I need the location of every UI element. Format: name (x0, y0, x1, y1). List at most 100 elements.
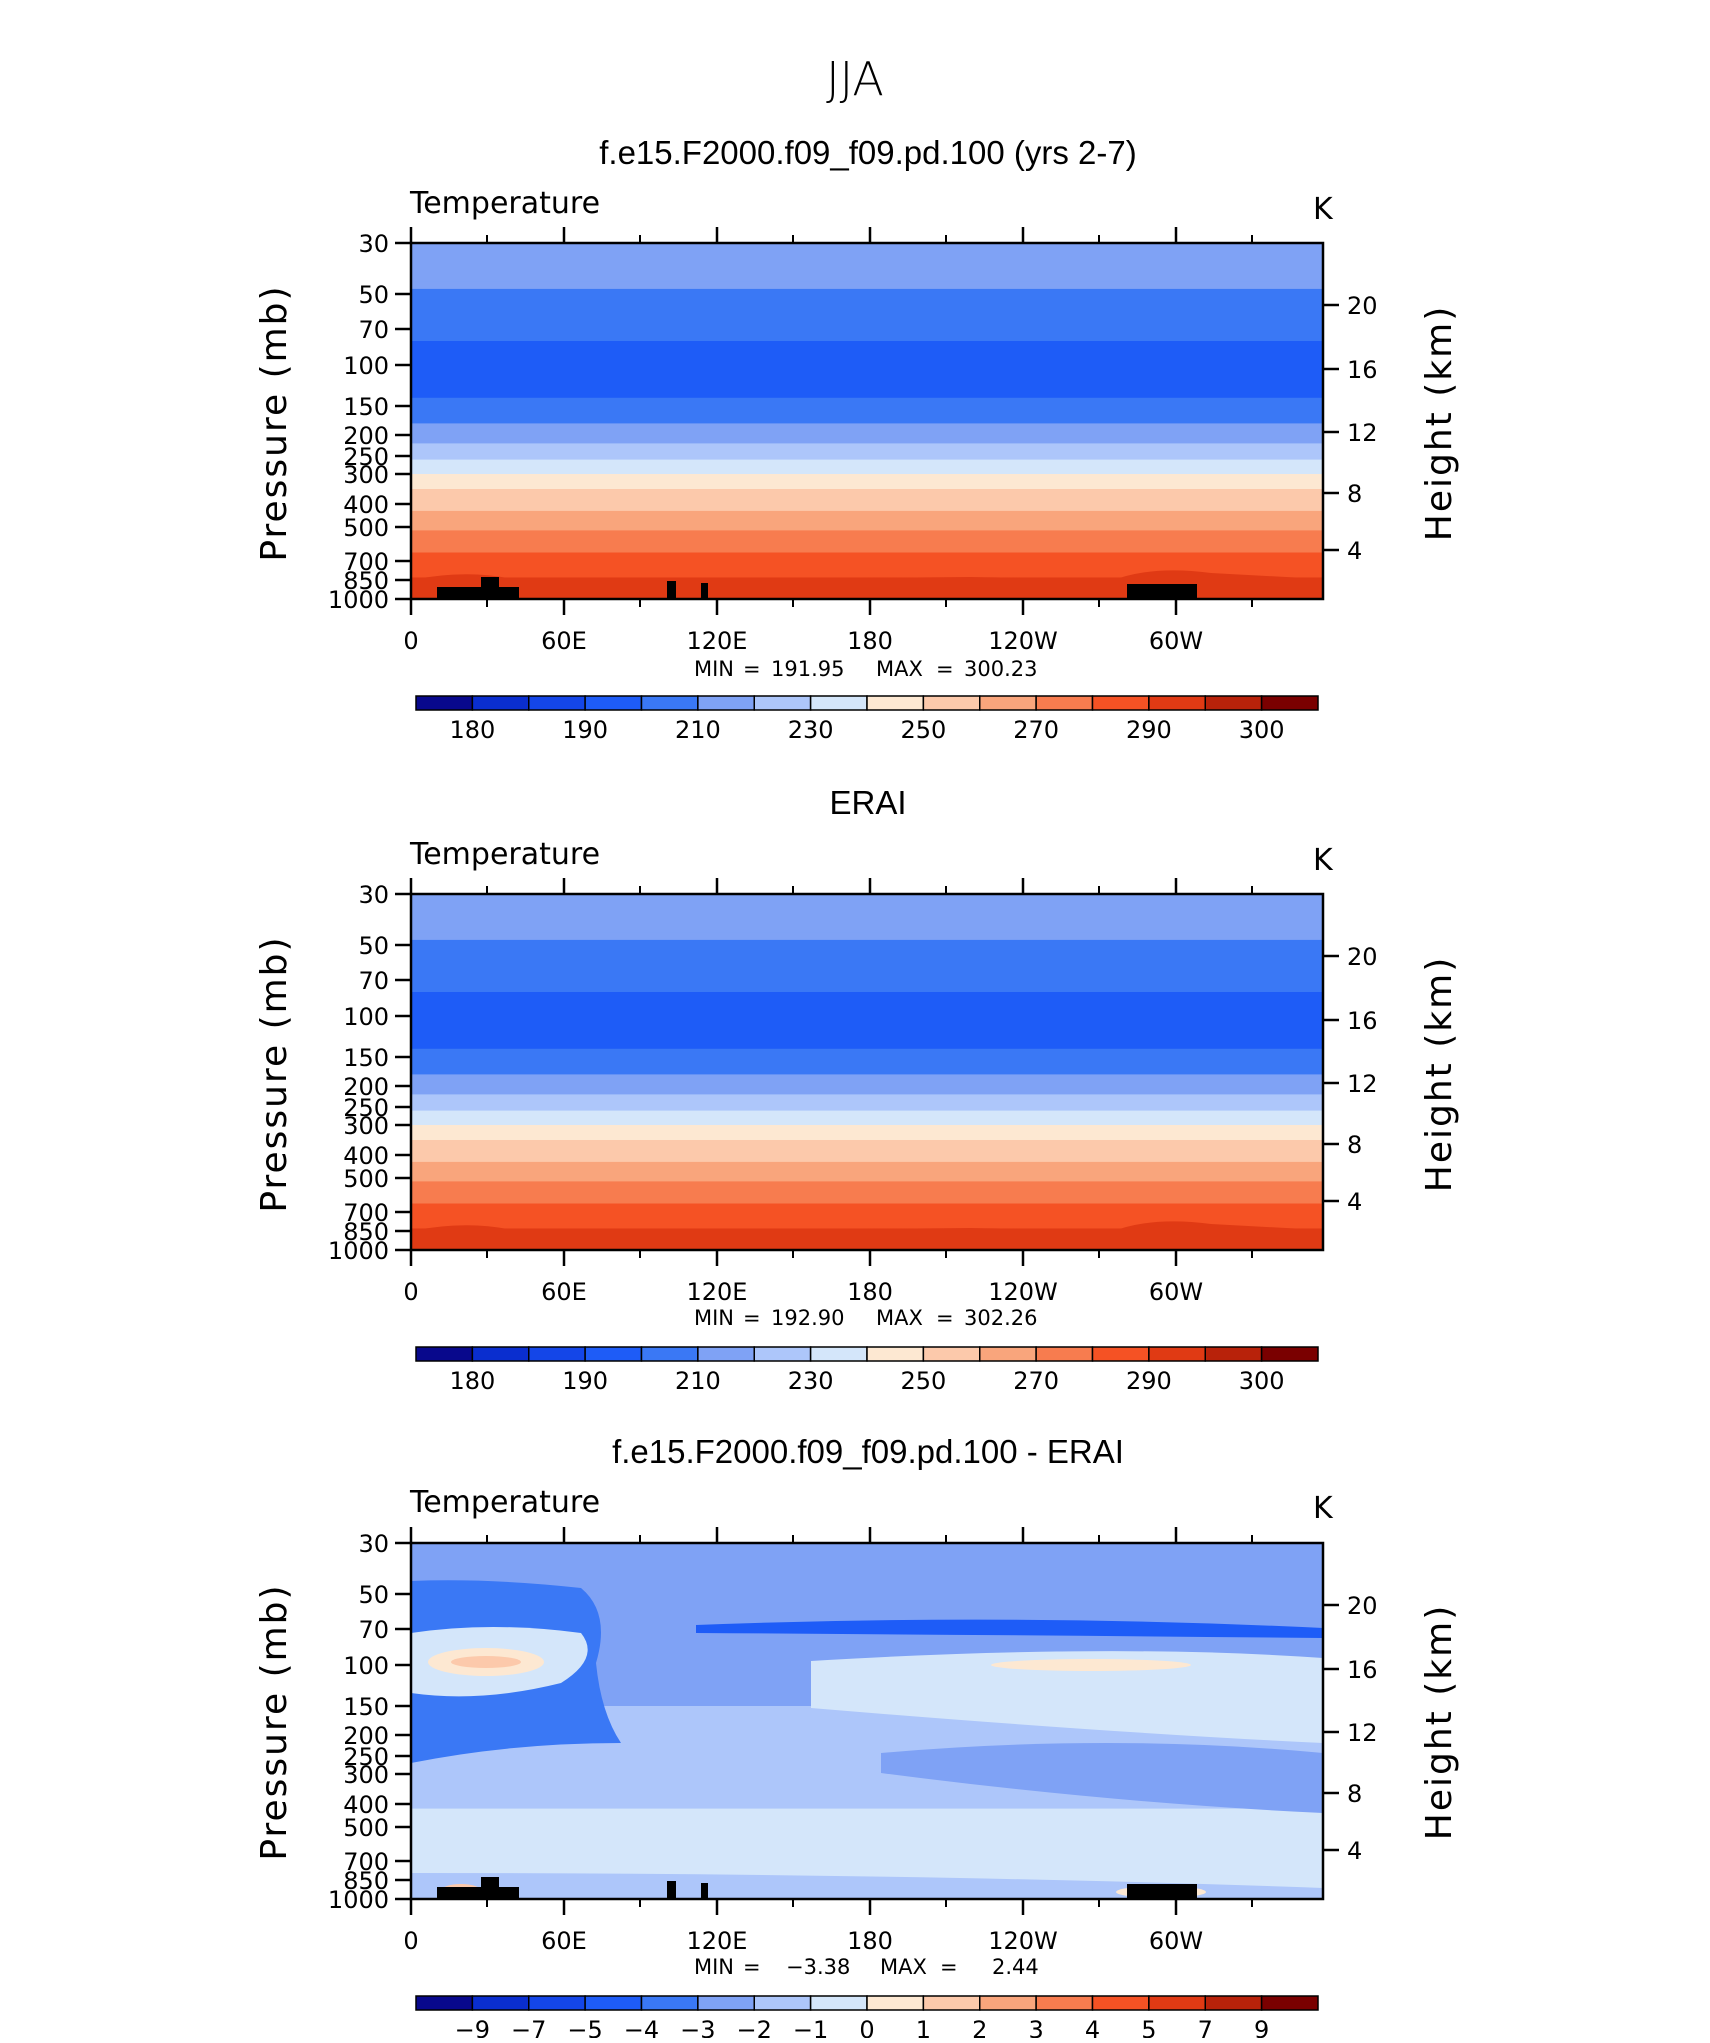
y-tick-label: 250 (343, 1743, 389, 1771)
colorbar-swatch (697, 1346, 755, 1362)
min-label: MIN (694, 1306, 734, 1330)
y2-tick-label: 8 (1347, 1780, 1362, 1808)
x-tick-label: 120W (988, 1927, 1058, 1955)
colorbar: 180 190 210 230 250 270 290 300 (415, 1346, 1319, 1395)
y-tick-label: 100 (343, 352, 389, 380)
contour-band (411, 932, 1323, 941)
min-value: 191.95 (771, 657, 844, 681)
equals-sign: = (743, 1306, 761, 1330)
contour-band (411, 510, 1323, 531)
colorbar-label: 180 (449, 1367, 495, 1395)
plot-frame (409, 892, 1325, 1252)
colorbar-swatch (753, 1346, 812, 1362)
y-tick-label: 700 (343, 1848, 389, 1876)
y-tick-label: 30 (358, 230, 389, 258)
contour-band (411, 474, 1323, 490)
variable-label: Temperature (409, 186, 600, 221)
colorbar-swatch (1204, 695, 1263, 711)
min-value: 192.90 (771, 1306, 844, 1330)
colorbar-swatch (1204, 1346, 1263, 1362)
y-tick-label: 30 (358, 881, 389, 909)
colorbar-swatch (528, 695, 586, 711)
topography-mask (437, 1887, 519, 1899)
plot-area (409, 241, 1325, 601)
contour-band (411, 1125, 1323, 1141)
colorbar-swatch (584, 695, 643, 711)
contour-band (411, 1820, 1323, 1888)
colorbar-label: 210 (675, 1367, 721, 1395)
colorbar-swatch (1204, 1995, 1263, 2011)
colorbar-swatch (809, 1346, 868, 1362)
x-tick-label: 180 (847, 1278, 893, 1306)
colorbar-swatch (922, 1346, 981, 1362)
colorbar-label: 300 (1239, 716, 1285, 744)
y-tick-label: 500 (343, 1165, 389, 1193)
colorbar-swatch (979, 695, 1037, 711)
contour-band (411, 1221, 1323, 1250)
equals-sign: = (936, 1306, 954, 1330)
topography-mask (1127, 584, 1197, 599)
x-tick-label: 120E (687, 1927, 748, 1955)
colorbar-swatch (640, 1346, 699, 1362)
y-tick-label: 150 (343, 1693, 389, 1721)
x-axis: 0 60E 120E 180 120W 60W (403, 1527, 1253, 1955)
colorbar-label: 290 (1126, 716, 1172, 744)
y-tick-label: 1000 (328, 1886, 389, 1914)
colorbar-label: 7 (1198, 2016, 1213, 2038)
y-tick-label: 400 (343, 1791, 389, 1819)
max-label: MAX (876, 657, 923, 681)
x-tick-label: 120E (687, 1278, 748, 1306)
colorbar-swatch (753, 695, 812, 711)
y2-tick-label: 4 (1347, 537, 1362, 565)
y2-tick-label: 12 (1347, 419, 1378, 447)
y-tick-label: 500 (343, 514, 389, 542)
colorbar-label: 2 (972, 2016, 987, 2038)
colorbar-label: 180 (449, 716, 495, 744)
colorbar-label: 1 (916, 2016, 931, 2038)
y2-axis-label: Height (km) (1419, 1604, 1460, 1840)
colorbar-label: −2 (737, 2016, 772, 2038)
colorbar-swatch (1035, 1346, 1094, 1362)
colorbar-swatch (753, 1995, 812, 2011)
equals-sign: = (936, 657, 954, 681)
contour-band (411, 1181, 1323, 1204)
y-tick-label: 70 (358, 1616, 389, 1644)
x-tick-label: 120E (687, 627, 748, 655)
y2-tick-label: 16 (1347, 1656, 1378, 1684)
y-tick-label: 300 (343, 461, 389, 489)
y-axis-label: Pressure (mb) (254, 935, 295, 1212)
equals-sign: = (743, 657, 761, 681)
y-tick-label: 70 (358, 316, 389, 344)
colorbar-swatch (922, 695, 981, 711)
colorbar-swatch (528, 1995, 586, 2011)
colorbar-swatch (528, 1346, 586, 1362)
colorbar-swatch (1260, 1995, 1319, 2011)
y-tick-label: 700 (343, 1199, 389, 1227)
y-tick-label: 300 (343, 1112, 389, 1140)
contour-band (696, 1619, 1323, 1638)
colorbar-label: 190 (562, 1367, 608, 1395)
y-tick-label: 400 (343, 1142, 389, 1170)
y-tick-label: 700 (343, 548, 389, 576)
colorbar-swatch (1148, 695, 1206, 711)
contour-band (411, 443, 1323, 461)
x-tick-label: 180 (847, 627, 893, 655)
panel-model: f.e15.F2000.f09_f09.pd.100 (yrs 2-7) Tem… (254, 134, 1460, 744)
colorbar-swatch (922, 1995, 981, 2011)
colorbar-swatch (640, 1995, 699, 2011)
stats-line: MIN = 191.95 MAX = 300.23 (694, 657, 1037, 681)
y2-tick-label: 8 (1347, 480, 1362, 508)
contour-band (881, 1743, 1323, 1813)
x-axis: 0 60E 120E 180 120W 60W (403, 227, 1253, 655)
topography-mask (667, 1881, 676, 1899)
y-tick-label: 200 (343, 422, 389, 450)
y2-axis-label: Height (km) (1419, 956, 1460, 1192)
stats-line: MIN = 192.90 MAX = 302.26 (694, 1306, 1037, 1330)
y-tick-label: 850 (343, 567, 389, 595)
x-tick-label: 60W (1149, 1927, 1203, 1955)
contour-band (411, 489, 1323, 512)
contour-band (811, 1651, 1323, 1743)
